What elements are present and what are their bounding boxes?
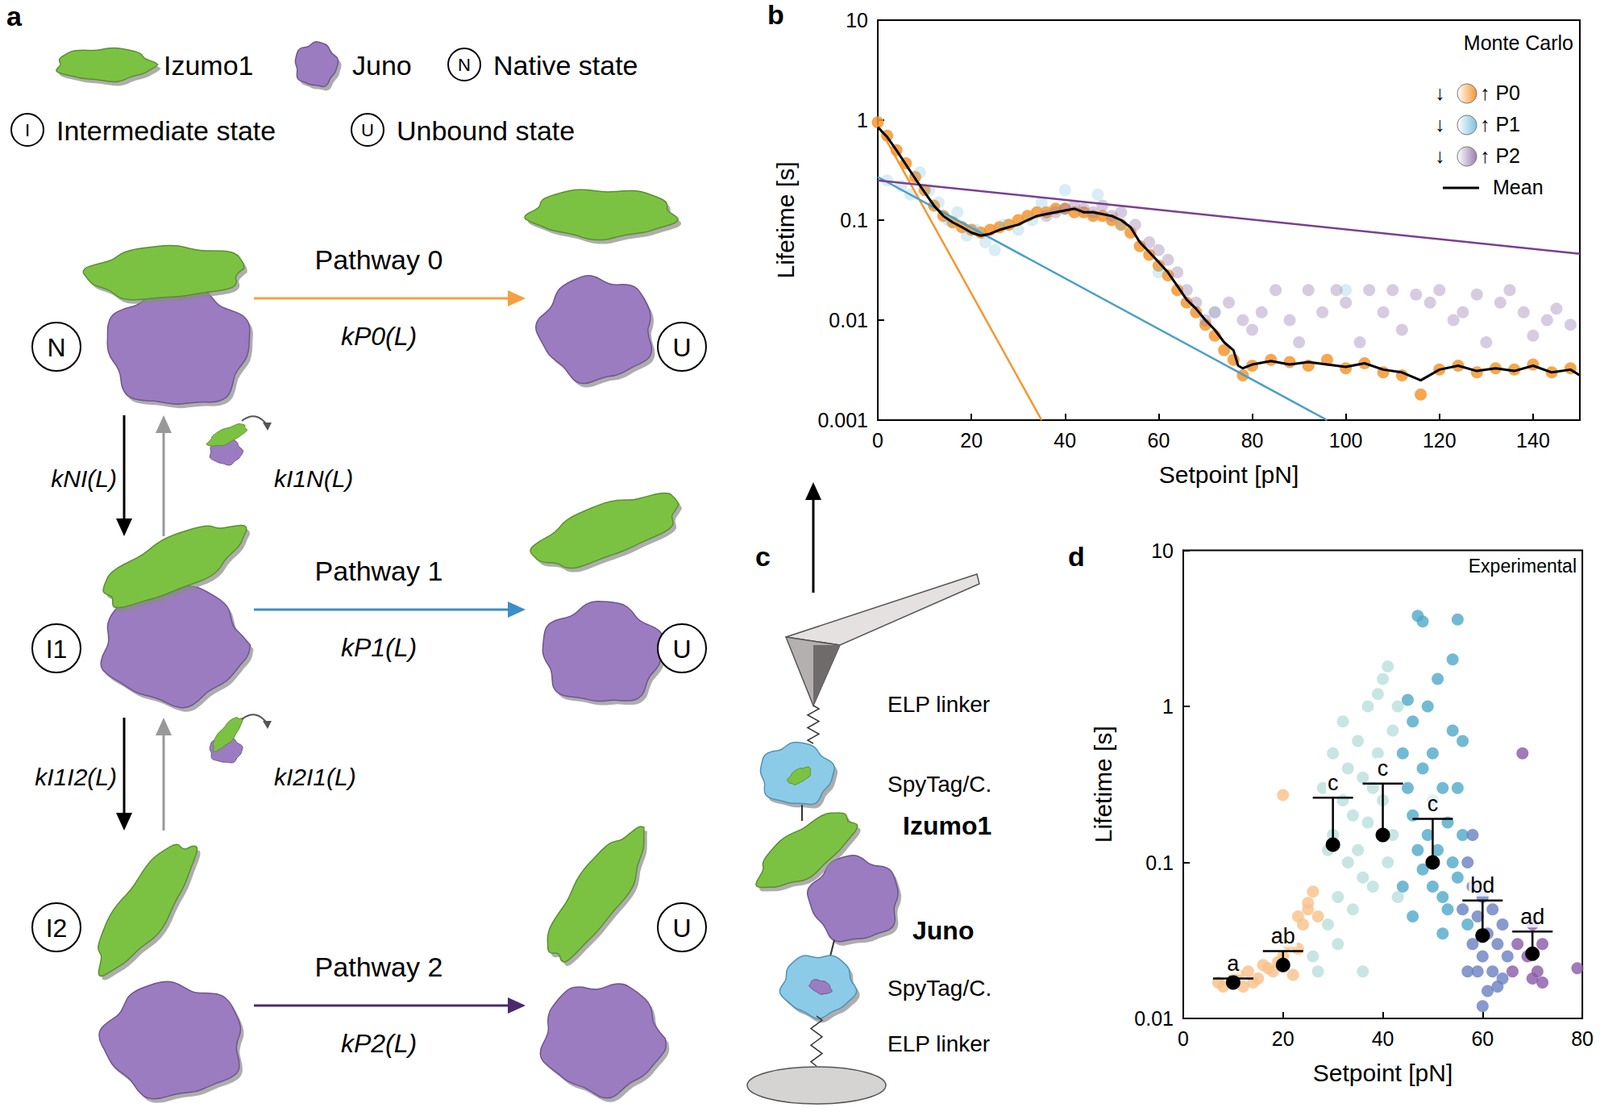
- svg-text:U: U: [672, 332, 691, 362]
- svg-text:bd: bd: [1470, 872, 1495, 898]
- svg-text:ad: ad: [1520, 904, 1545, 929]
- svg-text:Mean: Mean: [1492, 175, 1544, 199]
- svg-text:kNI(L): kNI(L): [50, 465, 117, 492]
- svg-text:0.001: 0.001: [817, 408, 869, 432]
- svg-text:Pathway 1: Pathway 1: [315, 555, 444, 586]
- svg-text:a: a: [6, 0, 23, 32]
- svg-text:N: N: [457, 54, 471, 75]
- svg-text:a: a: [1226, 951, 1240, 976]
- svg-text:Pathway 2: Pathway 2: [315, 951, 444, 982]
- svg-text:10: 10: [845, 8, 869, 32]
- svg-text:kI1N(L): kI1N(L): [274, 465, 354, 492]
- svg-text:d: d: [1068, 540, 1085, 572]
- svg-text:↑ P2: ↑ P2: [1479, 144, 1521, 167]
- svg-text:kI2I1(L): kI2I1(L): [274, 763, 357, 790]
- svg-text:kP2(L): kP2(L): [340, 1028, 417, 1058]
- svg-text:100: 100: [1329, 428, 1364, 452]
- svg-text:0.01: 0.01: [1134, 1006, 1174, 1030]
- svg-text:1: 1: [856, 108, 869, 132]
- svg-text:20: 20: [1271, 1026, 1295, 1050]
- svg-text:kP0(L): kP0(L): [340, 321, 417, 351]
- svg-text:60: 60: [1147, 428, 1170, 452]
- svg-text:↓: ↓: [1434, 112, 1446, 136]
- svg-text:kI1I2(L): kI1I2(L): [34, 763, 117, 790]
- svg-text:c: c: [1327, 770, 1339, 795]
- svg-text:140: 140: [1516, 428, 1551, 452]
- svg-text:80: 80: [1241, 428, 1264, 452]
- svg-text:I: I: [24, 120, 30, 141]
- svg-text:ELP linker: ELP linker: [887, 691, 990, 717]
- svg-text:120: 120: [1422, 428, 1457, 452]
- svg-text:↓: ↓: [1434, 144, 1446, 167]
- svg-text:0.01: 0.01: [828, 308, 869, 332]
- svg-text:Izumo1: Izumo1: [902, 810, 992, 840]
- svg-text:Juno: Juno: [912, 915, 974, 945]
- svg-text:ab: ab: [1271, 923, 1296, 948]
- svg-text:40: 40: [1371, 1026, 1395, 1050]
- svg-text:I1: I1: [45, 634, 68, 664]
- svg-text:I2: I2: [45, 913, 68, 943]
- svg-text:c: c: [755, 540, 771, 572]
- svg-text:SpyTag/C.: SpyTag/C.: [887, 975, 992, 1001]
- svg-text:0.1: 0.1: [1145, 851, 1174, 874]
- svg-text:0: 0: [872, 428, 884, 452]
- svg-text:ELP linker: ELP linker: [887, 1030, 990, 1056]
- svg-text:Setpoint [pN]: Setpoint [pN]: [1313, 1059, 1453, 1086]
- svg-text:Experimental: Experimental: [1468, 555, 1577, 577]
- svg-text:20: 20: [960, 428, 983, 452]
- svg-text:Monte Carlo: Monte Carlo: [1463, 31, 1574, 55]
- svg-text:N: N: [46, 332, 66, 362]
- svg-text:Lifetime [s]: Lifetime [s]: [1089, 725, 1117, 843]
- svg-text:↑ P1: ↑ P1: [1479, 112, 1521, 136]
- svg-text:40: 40: [1053, 428, 1077, 452]
- svg-text:Setpoint [pN]: Setpoint [pN]: [1159, 461, 1299, 488]
- svg-text:Pathway 0: Pathway 0: [315, 244, 444, 275]
- svg-text:U: U: [672, 913, 691, 943]
- svg-text:c: c: [1427, 791, 1439, 816]
- svg-text:60: 60: [1471, 1026, 1494, 1050]
- svg-text:b: b: [767, 0, 785, 30]
- svg-text:Juno: Juno: [352, 49, 412, 81]
- svg-text:10: 10: [1151, 540, 1174, 562]
- svg-text:SpyTag/C.: SpyTag/C.: [887, 771, 992, 797]
- svg-text:↑ P0: ↑ P0: [1479, 81, 1521, 104]
- svg-text:1: 1: [1162, 694, 1174, 718]
- svg-text:U: U: [672, 634, 691, 664]
- svg-text:U: U: [361, 120, 375, 141]
- svg-text:0: 0: [1177, 1026, 1189, 1050]
- svg-text:Intermediate state: Intermediate state: [56, 115, 276, 146]
- svg-text:Unbound state: Unbound state: [396, 115, 575, 146]
- svg-text:Native state: Native state: [493, 49, 639, 81]
- svg-text:c: c: [1377, 756, 1389, 781]
- svg-text:Lifetime [s]: Lifetime [s]: [772, 161, 799, 279]
- svg-text:80: 80: [1570, 1026, 1594, 1050]
- svg-text:0.1: 0.1: [839, 208, 869, 232]
- svg-text:↓: ↓: [1434, 81, 1446, 104]
- svg-text:kP1(L): kP1(L): [340, 632, 417, 662]
- svg-text:Izumo1: Izumo1: [163, 49, 254, 81]
